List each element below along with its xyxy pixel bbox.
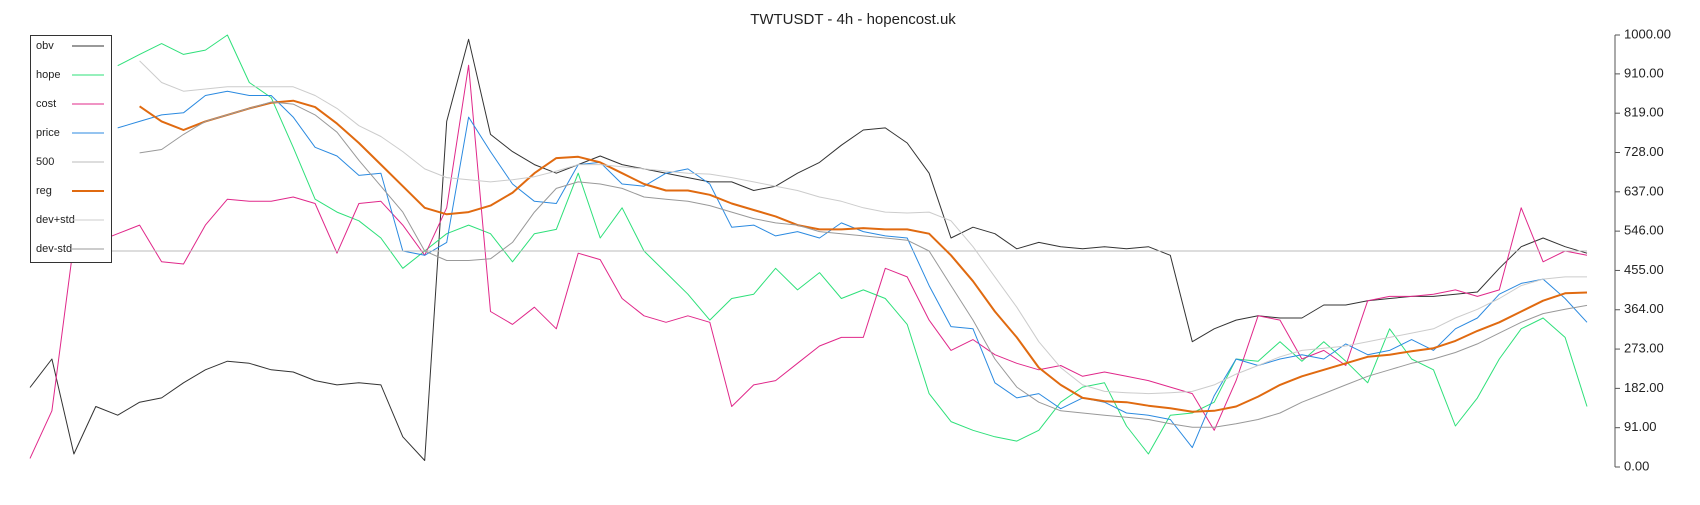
y-tick-label: 364.00 bbox=[1624, 301, 1664, 316]
legend-label: dev-std bbox=[36, 243, 72, 255]
y-tick-label: 637.00 bbox=[1624, 183, 1664, 198]
legend-label: cost bbox=[36, 98, 56, 110]
chart-title: TWTUSDT - 4h - hopencost.uk bbox=[750, 11, 956, 28]
series-line bbox=[139, 99, 1588, 413]
y-tick-label: 546.00 bbox=[1624, 223, 1664, 238]
legend-label: 500 bbox=[36, 156, 54, 168]
legend-box bbox=[30, 35, 112, 263]
legend-label: price bbox=[36, 127, 60, 139]
y-tick-label: 1000.00 bbox=[1624, 26, 1671, 41]
series-line bbox=[139, 60, 1587, 395]
series-line bbox=[29, 64, 1588, 459]
series-line bbox=[117, 90, 1588, 449]
y-tick-label: 273.00 bbox=[1624, 341, 1664, 356]
legend-label: hope bbox=[36, 69, 60, 81]
series-line bbox=[29, 38, 1588, 461]
series-line bbox=[117, 34, 1588, 455]
y-tick-label: 182.00 bbox=[1624, 380, 1664, 395]
y-tick-label: 819.00 bbox=[1624, 105, 1664, 120]
legend: obv hope cost price 500 reg dev+std dev-std bbox=[30, 35, 112, 263]
y-tick-label: 910.00 bbox=[1624, 65, 1664, 80]
legend-label: dev+std bbox=[36, 214, 75, 226]
series-line bbox=[139, 101, 1588, 428]
y-tick-label: 0.00 bbox=[1624, 458, 1649, 473]
legend-label: obv bbox=[36, 40, 54, 52]
y-tick-label: 455.00 bbox=[1624, 262, 1664, 277]
legend-label: reg bbox=[36, 185, 52, 197]
y-tick-label: 728.00 bbox=[1624, 144, 1664, 159]
y-tick-label: 91.00 bbox=[1624, 419, 1657, 434]
plot-area bbox=[29, 34, 1588, 461]
